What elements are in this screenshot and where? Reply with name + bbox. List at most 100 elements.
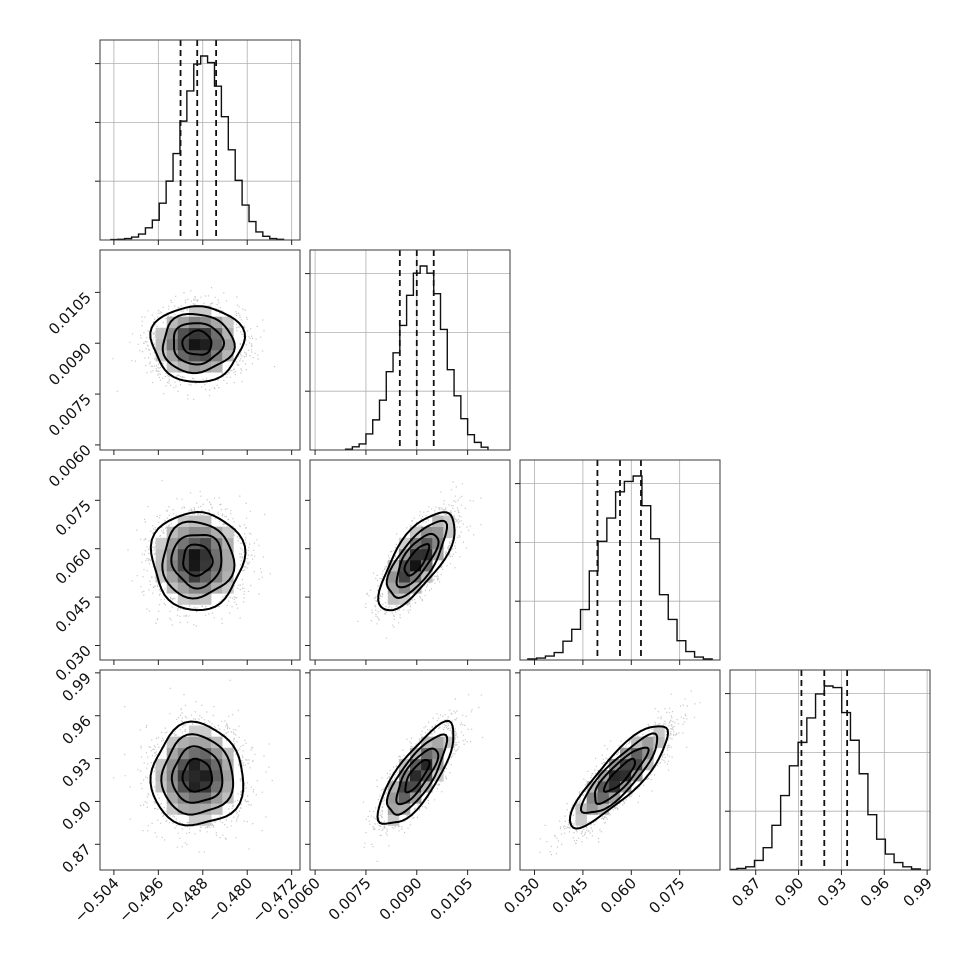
density-cell [200, 537, 212, 550]
contour-level-3 [160, 733, 235, 816]
density-cell [398, 571, 411, 583]
contour-level-1 [602, 757, 636, 793]
density-cell [155, 560, 167, 572]
density-cell [387, 814, 400, 826]
density-cell [387, 582, 400, 594]
density-cell [188, 725, 201, 737]
density-cell [200, 548, 212, 561]
x-tick-label: 0.030 [500, 874, 543, 917]
x-tick-label: −0.496 [115, 874, 167, 926]
density-cell [177, 316, 190, 329]
density-cell [432, 758, 444, 771]
density-cell [432, 526, 444, 539]
density-cell [211, 747, 223, 760]
density-cell [200, 593, 212, 605]
density-cell [211, 537, 223, 550]
density-cell [166, 537, 179, 550]
density-cell [620, 747, 632, 760]
scatter-points [127, 480, 271, 627]
panel-frame [99, 39, 301, 241]
density-cell [200, 316, 212, 329]
density-cell [200, 758, 212, 771]
contour-level-3 [161, 520, 236, 600]
density-cell [653, 725, 665, 737]
density-cell [155, 758, 167, 771]
density-cell [166, 781, 179, 793]
density-cell [575, 814, 587, 826]
panel-frame [309, 249, 511, 451]
contour-level-2 [170, 533, 223, 590]
density-cell [222, 582, 234, 594]
contour-level-1 [181, 329, 213, 356]
contour-level-4 [149, 305, 247, 383]
density-cell [177, 758, 190, 771]
density-cell [155, 537, 167, 550]
y-tick-label: 0.0075 [45, 390, 95, 440]
density-cell [631, 758, 643, 771]
density-cell [211, 350, 223, 362]
density-cell [177, 361, 190, 373]
density-cell [222, 350, 234, 362]
density-cell [586, 803, 599, 815]
density-cell [188, 736, 201, 749]
density-cell [211, 548, 223, 561]
density-cell [166, 792, 179, 804]
contour-level-2 [593, 746, 650, 806]
contour-level-1 [404, 759, 431, 794]
density-cell [177, 582, 190, 594]
x-tick-label: −0.488 [160, 874, 212, 926]
density-cell [398, 792, 411, 804]
contour-level-3 [385, 519, 448, 600]
y-tick-label: 0.90 [58, 798, 94, 834]
density-cell [443, 526, 455, 539]
density-cell [398, 582, 411, 594]
density-cell [188, 548, 201, 561]
density-cell [421, 758, 433, 771]
x-tick-label: 0.87 [728, 874, 764, 910]
density-cell [177, 537, 190, 550]
density-cell [211, 803, 223, 815]
density-cell [200, 305, 212, 317]
density-cell [222, 327, 234, 340]
density-cell [410, 526, 422, 539]
density-cell [188, 814, 201, 826]
histogram-step [730, 685, 921, 870]
density-cell [200, 725, 212, 737]
x-tick-label: 0.99 [900, 874, 936, 910]
density-cell [188, 327, 201, 340]
density-cell [421, 781, 433, 793]
density-cell [211, 781, 223, 793]
scatter-panel-3-0: 0.870.900.930.960.99−0.504−0.496−0.488−0… [58, 669, 301, 926]
density-cell [222, 316, 234, 329]
density-cell [211, 316, 223, 329]
density-cell [177, 792, 190, 804]
density-cell [608, 792, 621, 804]
density-cell [410, 758, 422, 771]
contour-level-3 [579, 732, 659, 814]
contour-level-1 [182, 543, 214, 577]
density-cell [597, 781, 610, 793]
y-tick-label: 0.045 [52, 593, 95, 636]
density-cell [642, 736, 654, 749]
panel-frame [729, 669, 931, 871]
density-cell [421, 770, 433, 782]
density-cell [188, 571, 201, 583]
x-tick-label: 0.045 [549, 874, 592, 917]
density-cell [222, 781, 234, 793]
density-cell [200, 361, 212, 373]
density-cell [200, 803, 212, 815]
panel-frame [519, 459, 721, 661]
density-cell [631, 770, 643, 782]
hist-panel-1 [305, 249, 511, 455]
density-cell [222, 548, 234, 561]
density-cell [188, 338, 201, 351]
density-cell [222, 747, 234, 760]
y-tick-label: 0.0090 [45, 339, 95, 389]
density-cell [166, 316, 179, 329]
y-tick-label: 0.0060 [45, 441, 95, 491]
scatter-panel-2-1 [305, 459, 511, 665]
density-cell [432, 736, 444, 749]
